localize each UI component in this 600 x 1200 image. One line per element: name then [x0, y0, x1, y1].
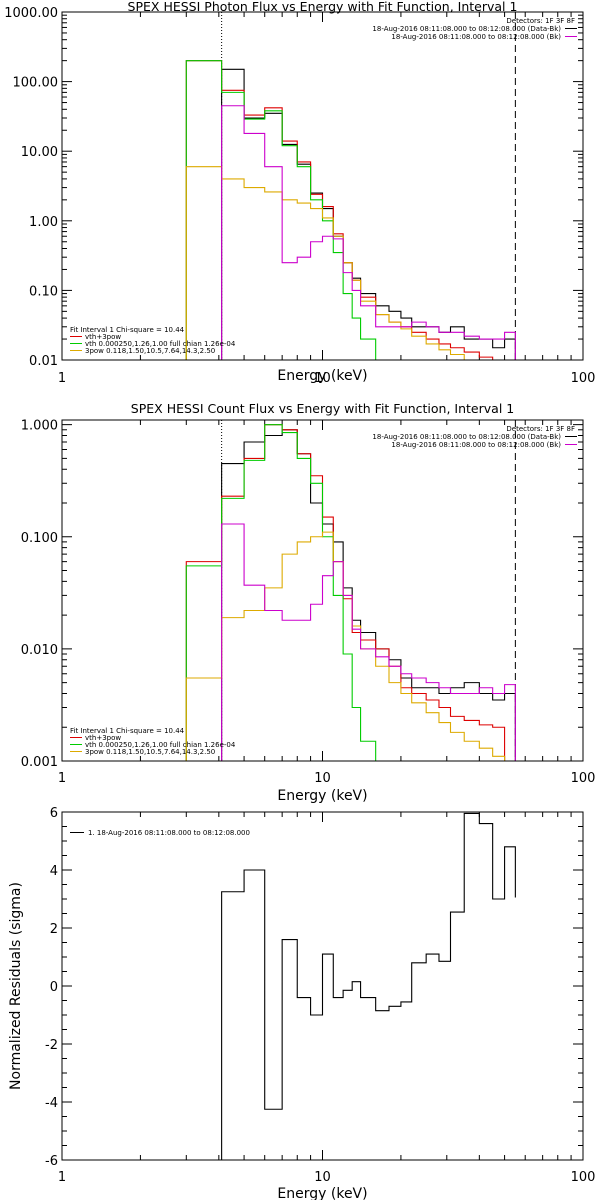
x-tick-label: 100	[571, 771, 596, 786]
plot-frame	[61, 419, 584, 762]
y-tick-label: 1.000	[21, 419, 58, 434]
y-tick-label: -4	[45, 1096, 58, 1111]
x-tick-label: 10	[314, 771, 331, 786]
series-bk	[221, 523, 516, 761]
chart-title: SPEX HESSI Count Flux vs Energy with Fit…	[131, 401, 514, 416]
fit-legend-header: Fit Interval 1 Chi-square = 10.44	[70, 326, 185, 334]
fit-legend-entry: vth 0.000250,1.26,1.00 full chian 1.26e-…	[85, 340, 236, 348]
series-1	[221, 812, 516, 1160]
fit-legend-header: Fit Interval 1 Chi-square = 10.44	[70, 727, 185, 735]
y-tick-label: 1000.00	[4, 6, 58, 21]
legend-header: Detectors: 1F 3F 8F	[506, 425, 575, 433]
fit-legend-entry: 3pow 0.118,1.50,10.5,7.64,14.3,2.50	[85, 748, 215, 756]
y-tick-label: 4	[50, 864, 58, 879]
series-data-bk	[221, 68, 516, 360]
y-tick-label: 6	[50, 806, 58, 821]
series-3pow	[185, 166, 480, 360]
legend-header: Detectors: 1F 3F 8F	[506, 17, 575, 25]
legend-entry: 18-Aug-2016 08:11:08.000 to 08:12:08.000…	[391, 33, 561, 41]
series-group	[221, 812, 516, 1160]
x-tick-label: 10	[314, 371, 331, 386]
plot-frame	[61, 811, 584, 1161]
series-data-bk	[221, 429, 516, 761]
y-tick-label: 2	[50, 922, 58, 937]
x-axis-label: Energy (keV)	[277, 1186, 367, 1200]
series-group	[185, 60, 516, 360]
count-flux-panel: SPEX HESSI Count Flux vs Energy with Fit…	[21, 401, 596, 804]
y-tick-label: 0.01	[29, 354, 58, 369]
x-tick-label: 100	[571, 371, 596, 386]
y-tick-label: 100.00	[13, 76, 59, 91]
y-tick-label: 0.100	[21, 531, 58, 546]
fit-legend-entry: vth+3pow	[85, 734, 121, 742]
x-tick-label: 10	[314, 1170, 331, 1185]
x-tick-label: 1	[58, 371, 66, 386]
x-axis-label: Energy (keV)	[277, 788, 367, 804]
fit-legend-entry: vth 0.000250,1.26,1.00 full chian 1.26e-…	[85, 741, 236, 749]
y-tick-label: 1.00	[29, 215, 58, 230]
x-tick-label: 100	[571, 1170, 596, 1185]
y-axis-label: Normalized Residuals (sigma)	[8, 882, 24, 1090]
chart-title: SPEX HESSI Photon Flux vs Energy with Fi…	[128, 0, 518, 14]
x-tick-label: 1	[58, 1170, 66, 1185]
legend-entry: 18-Aug-2016 08:11:08.000 to 08:12:08.000…	[391, 441, 561, 449]
series-3pow	[185, 531, 506, 761]
x-axis-label: Energy (keV)	[277, 368, 367, 384]
series-bk	[221, 105, 516, 360]
fit-legend-entry: 3pow 0.118,1.50,10.5,7.64,14.3,2.50	[85, 347, 215, 355]
fit-legend-entry: vth+3pow	[85, 333, 121, 341]
plot-frame	[61, 11, 584, 361]
y-tick-label: 0	[50, 980, 58, 995]
y-tick-label: -6	[45, 1154, 58, 1169]
y-tick-label: 10.00	[21, 145, 58, 160]
legend-entry: 18-Aug-2016 08:11:08.000 to 08:12:08.000…	[372, 25, 561, 33]
series-vth	[185, 60, 390, 360]
y-tick-label: 0.10	[29, 284, 58, 299]
photon-flux-panel: SPEX HESSI Photon Flux vs Energy with Fi…	[4, 0, 595, 386]
legend-entry: 18-Aug-2016 08:11:08.000 to 08:12:08.000…	[372, 433, 561, 441]
residuals-panel: 1 10 100 -6 -4 -2 0 2 4 6 Energy (keV) Normalized R…	[8, 806, 595, 1200]
series-vth-3pow	[185, 60, 506, 360]
series-group	[185, 424, 516, 761]
legend-entry: 1. 18-Aug-2016 08:11:08.000 to 08:12:08.…	[88, 829, 250, 837]
y-tick-label: 0.010	[21, 643, 58, 658]
y-tick-label: -2	[45, 1038, 58, 1053]
y-tick-label: 0.001	[21, 755, 58, 770]
series-vth	[185, 424, 390, 761]
x-tick-label: 1	[58, 771, 66, 786]
